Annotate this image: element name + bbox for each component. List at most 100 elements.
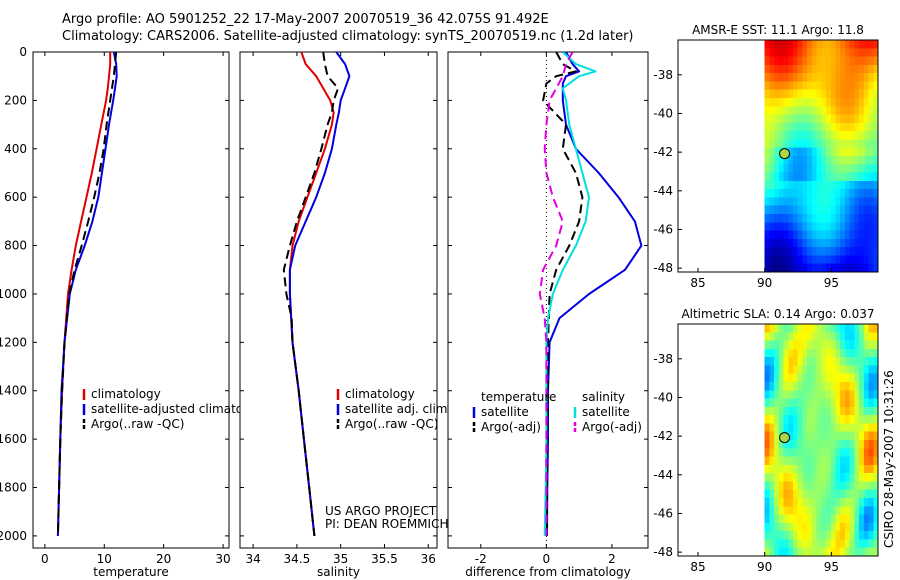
- sst-map-ytick-label: -38: [653, 68, 673, 82]
- sst-map-heatmap-cell: [821, 114, 827, 124]
- sst-map-heatmap-cell: [854, 222, 860, 232]
- sla-map-heatmap-cell: [854, 398, 860, 408]
- sst-map-heatmap-cell: [816, 189, 822, 199]
- sla-map-heatmap-cell: [873, 464, 879, 474]
- sst-map-heatmap-cell: [849, 247, 855, 257]
- sst-map-heatmap-cell: [826, 89, 832, 99]
- sst-map-heatmap-cell: [863, 205, 870, 215]
- sst-map-heatmap-cell: [840, 156, 846, 165]
- sla-map-heatmap-cell: [793, 489, 799, 499]
- sst-map-heatmap-cell: [821, 56, 827, 66]
- sst-map-heatmap-cell: [811, 48, 818, 58]
- sst-map-heatmap-cell: [764, 247, 770, 257]
- sst-map-heatmap-cell: [816, 197, 822, 207]
- sst-map-heatmap-cell: [769, 189, 775, 199]
- sst-map-heatmap-cell: [811, 56, 818, 66]
- sla-map-heatmap-cell: [769, 398, 775, 408]
- sst-map-heatmap-cell: [863, 197, 870, 207]
- sst-map-heatmap-cell: [844, 106, 851, 116]
- sla-map-heatmap-cell: [849, 406, 855, 416]
- sst-map-heatmap-cell: [797, 197, 804, 207]
- sla-map-heatmap-cell: [826, 415, 832, 425]
- sla-map-heatmap-cell: [859, 514, 865, 524]
- sst-map-heatmap-cell: [868, 156, 874, 165]
- sst-map-heatmap-cell: [783, 106, 789, 116]
- sla-map-heatmap-cell: [854, 390, 860, 400]
- sla-map-heatmap-cell: [830, 498, 837, 507]
- sla-map-heatmap-cell: [816, 415, 822, 425]
- sst-map-heatmap-cell: [811, 263, 818, 273]
- sla-map-heatmap-cell: [802, 506, 808, 516]
- sst-map-heatmap-cell: [807, 205, 813, 215]
- sla-map-heatmap-cell: [811, 481, 818, 491]
- sst-map-heatmap-cell: [793, 214, 799, 223]
- sst-map-heatmap-cell: [807, 156, 813, 165]
- sla-map-heatmap-cell: [797, 481, 804, 491]
- sla-map-heatmap-cell: [811, 489, 818, 499]
- sst-map-heatmap-cell: [797, 106, 804, 116]
- sla-map-heatmap-cell: [854, 382, 860, 391]
- sla-map-heatmap-cell: [849, 340, 855, 350]
- sla-map-heatmap-cell: [868, 332, 874, 342]
- sla-map-heatmap-cell: [854, 423, 860, 433]
- sla-map-heatmap-cell: [778, 332, 785, 342]
- sla-map-title: Altimetric SLA: 0.14 Argo: 0.037: [681, 307, 874, 321]
- sst-map-heatmap-cell: [868, 48, 874, 58]
- sla-map-heatmap-cell: [826, 522, 832, 532]
- sst-map-heatmap-cell: [816, 48, 822, 58]
- sst-map-heatmap-cell: [835, 189, 841, 199]
- sla-map-heatmap-cell: [797, 357, 804, 367]
- sla-map-heatmap-cell: [826, 324, 832, 333]
- sst-map-heatmap-cell: [844, 255, 851, 265]
- sla-map-heatmap-cell: [807, 473, 813, 483]
- sst-map-heatmap-cell: [844, 156, 851, 165]
- sst-map-heatmap-cell: [788, 247, 794, 257]
- sst-map-heatmap-cell: [774, 81, 780, 91]
- sla-map-heatmap-cell: [863, 324, 870, 333]
- sla-map-heatmap-cell: [807, 531, 813, 541]
- sla-map-heatmap-cell: [807, 448, 813, 458]
- sla-map-heatmap-cell: [774, 415, 780, 425]
- sla-map-heatmap-cell: [816, 423, 822, 433]
- sla-map-heatmap-cell: [797, 464, 804, 474]
- sla-map-heatmap-cell: [811, 448, 818, 458]
- sla-map-heatmap-cell: [868, 514, 874, 524]
- sst-map-heatmap-cell: [802, 230, 808, 240]
- temperature-ytick-label: 1400: [0, 384, 27, 398]
- sla-map-heatmap-cell: [778, 348, 785, 358]
- sla-map-ytick-label: -38: [653, 352, 673, 366]
- sla-map-heatmap-cell: [835, 547, 841, 557]
- sla-map-heatmap-cell: [840, 406, 846, 416]
- sla-map-heatmap-cell: [811, 340, 818, 350]
- sla-map-heatmap-cell: [873, 481, 879, 491]
- sla-map-heatmap-cell: [783, 406, 789, 416]
- sst-map-heatmap-cell: [788, 64, 794, 74]
- sst-map-heatmap-cell: [774, 139, 780, 149]
- sla-map-ytick-label: -44: [653, 468, 673, 482]
- sla-map-heatmap-cell: [821, 357, 827, 367]
- sla-map-heatmap-cell: [811, 456, 818, 466]
- sst-map-heatmap-cell: [774, 98, 780, 107]
- sla-map-heatmap-cell: [764, 539, 770, 549]
- sla-map-heatmap-cell: [778, 324, 785, 333]
- sst-map-heatmap-cell: [859, 197, 865, 207]
- sst-map-heatmap-cell: [802, 98, 808, 107]
- sla-map-heatmap-cell: [764, 440, 770, 449]
- sst-map-heatmap-cell: [849, 214, 855, 223]
- sst-map-heatmap-cell: [821, 214, 827, 223]
- sst-map-heatmap-cell: [868, 222, 874, 232]
- sst-map-heatmap-cell: [821, 222, 827, 232]
- sla-map-heatmap-cell: [778, 423, 785, 433]
- sla-map-heatmap-cell: [835, 473, 841, 483]
- sst-map-heatmap-cell: [835, 222, 841, 232]
- sla-map-heatmap-cell: [769, 531, 775, 541]
- sst-map-heatmap-cell: [873, 131, 879, 141]
- sla-map-heatmap-cell: [816, 522, 822, 532]
- sla-map-heatmap-cell: [793, 324, 799, 333]
- sla-map-heatmap-cell: [764, 382, 770, 391]
- sla-map-heatmap-cell: [764, 348, 770, 358]
- sla-map-heatmap-cell: [769, 390, 775, 400]
- sla-map-heatmap-cell: [774, 382, 780, 391]
- sst-map-heatmap-cell: [868, 255, 874, 265]
- sla-map-heatmap-cell: [840, 373, 846, 383]
